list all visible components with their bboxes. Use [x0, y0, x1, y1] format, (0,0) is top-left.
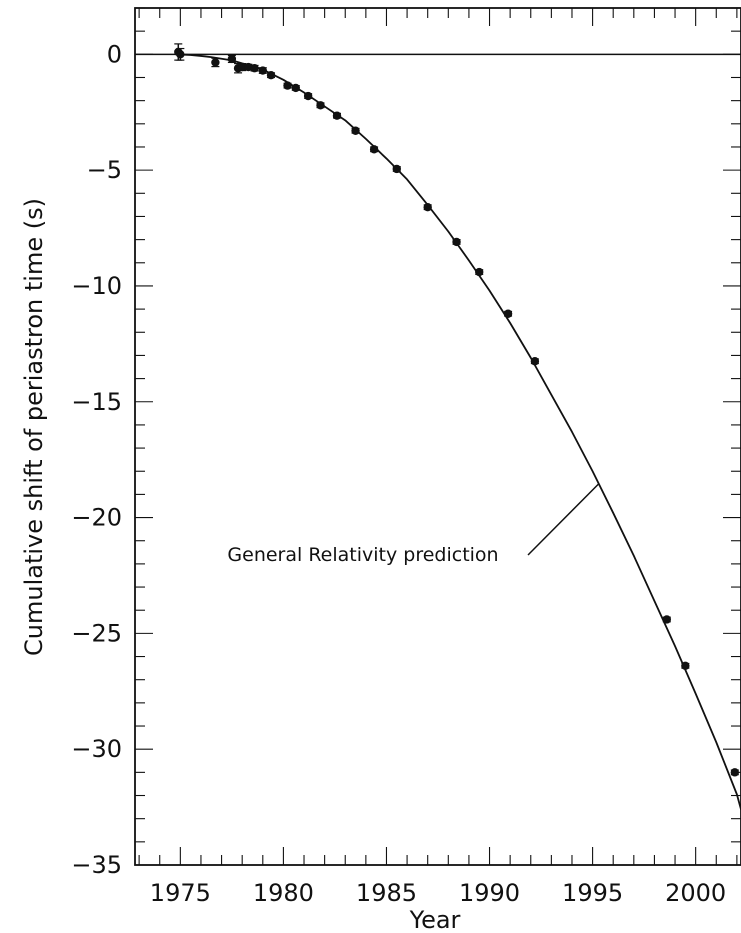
y-tick-label: −5: [87, 156, 122, 184]
observation-point: [369, 145, 379, 154]
observation-point: [283, 81, 292, 90]
data-layer: [174, 43, 741, 811]
x-tick-label: 1995: [562, 879, 623, 907]
observation-point: [730, 768, 740, 777]
x-tick-label: 1975: [150, 879, 211, 907]
observation-point: [176, 50, 185, 59]
y-tick-label: −15: [71, 388, 122, 416]
x-tick-label: 2000: [665, 879, 726, 907]
general-relativity-label: General Relativity prediction: [227, 544, 498, 566]
x-tick-label: 1990: [459, 879, 520, 907]
y-tick-label: 0: [107, 40, 122, 68]
y-tick-label: −30: [71, 735, 122, 763]
observation-point: [266, 70, 276, 80]
observation-point: [681, 661, 690, 671]
observation-point: [316, 101, 325, 110]
observation-point: [475, 267, 484, 277]
observation-point: [332, 111, 342, 120]
observation-point: [503, 309, 513, 318]
observation-point: [423, 202, 432, 212]
x-tick-label: 1980: [253, 879, 314, 907]
y-tick-label: −35: [71, 851, 122, 879]
observation-point: [303, 91, 313, 101]
label-layer: Year Cumulative shift of periastron time…: [20, 198, 499, 933]
y-axis-label: Cumulative shift of periastron time (s): [20, 198, 48, 656]
observation-point: [211, 58, 220, 67]
observation-point: [662, 615, 671, 624]
observation-point: [250, 64, 259, 73]
observation-point: [392, 164, 401, 174]
observation-point: [258, 66, 267, 75]
annotation-leader-line: [527, 483, 600, 556]
y-tick-label: −25: [71, 619, 122, 647]
observation-point: [237, 62, 247, 72]
observation-point: [291, 83, 300, 93]
observation-point: [452, 237, 461, 247]
y-tick-label: −20: [71, 504, 122, 532]
plot-frame: [134, 7, 741, 866]
x-tick-label: 1985: [356, 879, 417, 907]
observation-point: [351, 126, 360, 135]
observation-point: [530, 357, 540, 366]
y-tick-label: −10: [71, 272, 122, 300]
observation-point: [227, 54, 237, 64]
x-axis-label: Year: [409, 906, 461, 933]
axes-layer: 1975 1980 1985 1990 1995 2000 0 −5 −10 −15 −20 −25 −…: [71, 7, 741, 907]
